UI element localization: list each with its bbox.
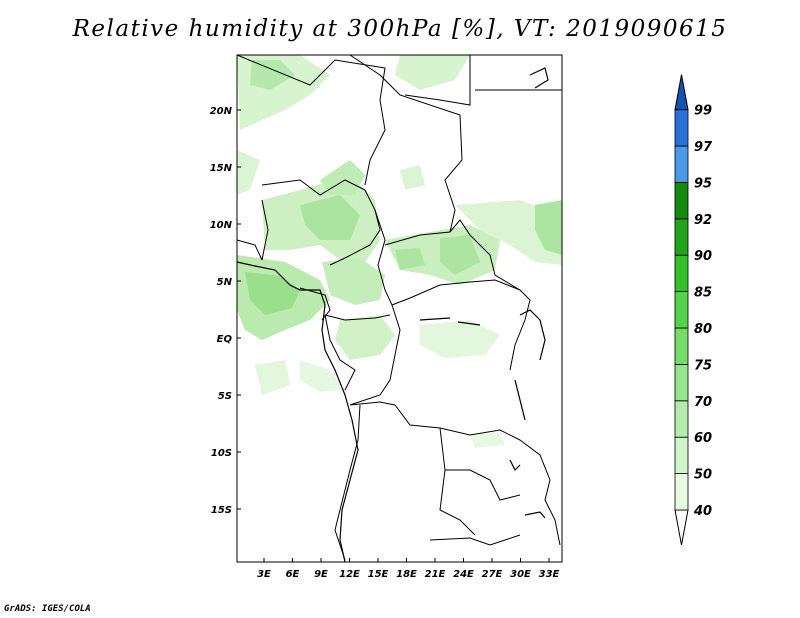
colorbar-label: 85	[694, 286, 712, 301]
colorbar-upper-triangle	[674, 74, 689, 111]
colorbar-segment	[674, 254, 689, 292]
colorbar-segment	[674, 181, 689, 220]
lat-tick-label: 10N	[210, 220, 233, 231]
longitude-ticks: 3E 6E 9E 12E 15E 18E 21E 24E 27E 30E 33E	[257, 558, 560, 580]
lat-tick-label: 15S	[211, 505, 232, 516]
humidity-patch	[395, 55, 470, 90]
humidity-patch	[395, 248, 425, 270]
colorbar: 40 50 60 70 75 80 85 90 92 95 97 99	[674, 74, 713, 546]
chart-title: Relative humidity at 300hPa [%], VT: 201…	[72, 16, 728, 42]
colorbar-label: 97	[694, 140, 713, 155]
colorbar-segment	[674, 363, 689, 402]
lat-tick-label: EQ	[217, 334, 233, 345]
lon-tick-label: 33E	[539, 569, 560, 580]
colorbar-label: 40	[693, 504, 712, 519]
colorbar-segment	[674, 436, 689, 475]
colorbar-label: 70	[694, 395, 712, 410]
lat-tick-label: 15N	[210, 163, 233, 174]
lon-tick-label: 6E	[286, 569, 300, 580]
colorbar-segment	[674, 291, 689, 329]
colorbar-label: 60	[694, 431, 712, 446]
humidity-patch	[335, 315, 395, 360]
lon-tick-label: 21E	[425, 569, 446, 580]
latitude-ticks: 20N 15N 10N 5N EQ 5S 10S 15S	[210, 106, 241, 516]
map-frame	[236, 54, 563, 563]
lon-tick-label: 12E	[339, 569, 360, 580]
humidity-patch	[420, 320, 500, 358]
colorbar-segment	[674, 145, 689, 183]
humidity-patch	[300, 195, 360, 240]
lat-tick-label: 10S	[211, 448, 232, 459]
colorbar-label: 80	[694, 322, 712, 337]
colorbar-segment	[674, 400, 689, 438]
colorbar-label: 95	[694, 176, 712, 191]
humidity-patch	[250, 60, 295, 90]
grads-credit: GrADS: IGES/COLA	[4, 604, 91, 614]
lon-tick-label: 15E	[368, 569, 389, 580]
colorbar-label: 99	[694, 104, 712, 119]
lon-tick-label: 27E	[482, 569, 503, 580]
lat-tick-label: 5N	[217, 277, 233, 288]
colorbar-label: 90	[694, 249, 712, 264]
humidity-patch	[237, 150, 260, 195]
coastline	[236, 67, 549, 563]
humidity-patch	[400, 165, 425, 190]
colorbar-label: 75	[694, 358, 712, 373]
humidity-patch	[320, 160, 365, 195]
lat-tick-label: 5S	[218, 391, 232, 402]
lon-tick-label: 18E	[396, 569, 417, 580]
lon-tick-label: 9E	[314, 569, 328, 580]
colorbar-segment	[674, 327, 689, 365]
humidity-patch	[470, 432, 505, 448]
humidity-patch	[322, 258, 385, 305]
lat-tick-label: 20N	[210, 106, 233, 117]
colorbar-segment	[674, 109, 689, 147]
humidity-patch	[300, 360, 345, 392]
lon-tick-label: 24E	[453, 569, 474, 580]
humidity-field	[237, 55, 562, 448]
humidity-patch	[245, 272, 300, 315]
lon-tick-label: 3E	[257, 569, 271, 580]
colorbar-lower-triangle	[674, 509, 689, 546]
colorbar-label: 50	[694, 468, 712, 483]
humidity-patch	[535, 200, 562, 255]
colorbar-segment	[674, 473, 689, 511]
lon-tick-label: 30E	[510, 569, 531, 580]
country-borders	[236, 54, 562, 561]
colorbar-label: 92	[694, 213, 712, 228]
humidity-patch	[440, 235, 480, 275]
humidity-patch	[255, 360, 290, 395]
colorbar-segment	[674, 218, 689, 256]
